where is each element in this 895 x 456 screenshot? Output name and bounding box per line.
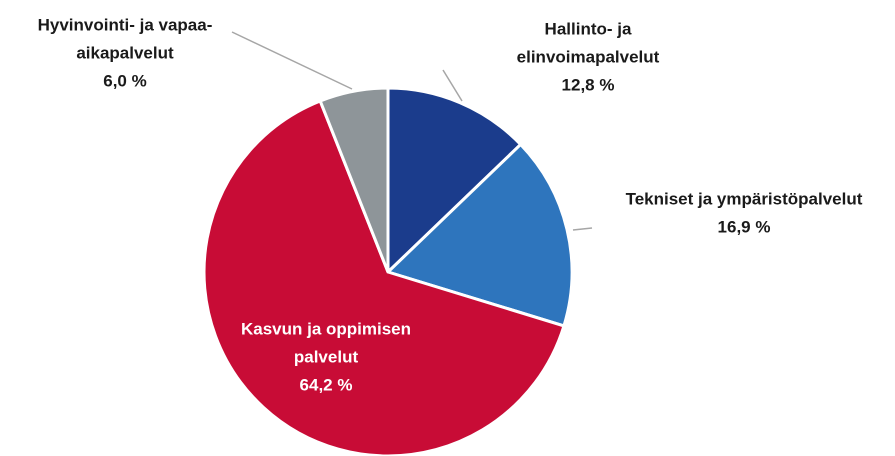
leader-line — [231, 31, 353, 90]
pie-slice — [385, 142, 574, 328]
pie-slice — [202, 98, 566, 456]
slice-label: Hallinto- ja — [545, 19, 632, 38]
leader-line — [442, 69, 463, 102]
value-label: 16,9 % — [718, 217, 771, 236]
slice-label: palvelut — [294, 347, 359, 366]
value-label: 12,8 % — [562, 75, 615, 94]
leader-line — [572, 227, 593, 231]
value-label: 6,0 % — [103, 71, 146, 90]
slice-label: elinvoimapalvelut — [517, 47, 660, 66]
pie-slice — [386, 86, 523, 276]
slice-label: Tekniset ja ympäristöpalvelut — [626, 189, 863, 208]
slice-label: Hyvinvointi- ja vapaa- — [38, 15, 213, 34]
slice-label: Kasvun ja oppimisen — [241, 319, 411, 338]
slice-label: aikapalvelut — [76, 43, 174, 62]
value-label: 64,2 % — [300, 375, 353, 394]
pie-slice — [318, 86, 390, 273]
